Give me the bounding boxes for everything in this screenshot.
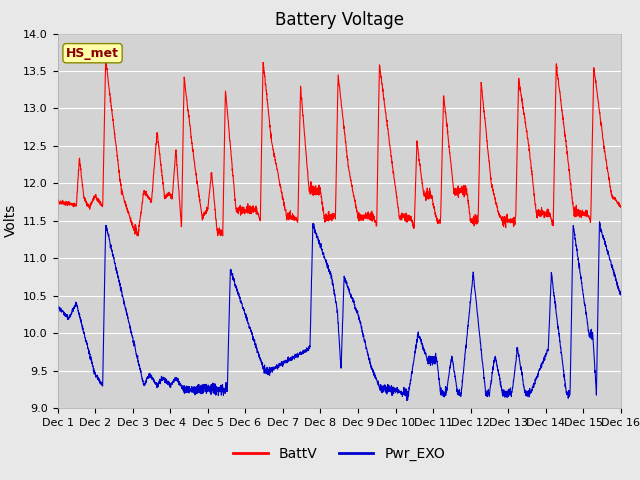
BattV xyxy=(102,59,110,64)
Pwr_EXO xyxy=(617,292,625,298)
BattV xyxy=(133,233,141,239)
BattV xyxy=(606,184,614,190)
Pwr_EXO xyxy=(118,289,125,295)
BattV xyxy=(270,150,278,156)
BattV xyxy=(118,192,126,197)
Pwr_EXO xyxy=(606,258,614,264)
Y-axis label: Volts: Volts xyxy=(4,204,17,238)
Pwr_EXO xyxy=(596,219,604,225)
BattV xyxy=(152,146,159,152)
Legend: BattV, Pwr_EXO: BattV, Pwr_EXO xyxy=(228,441,451,467)
Pwr_EXO xyxy=(269,364,277,370)
BattV xyxy=(54,200,61,205)
Line: BattV: BattV xyxy=(58,61,621,236)
Pwr_EXO xyxy=(54,306,61,312)
Pwr_EXO xyxy=(403,397,411,403)
BattV xyxy=(294,195,302,201)
Line: Pwr_EXO: Pwr_EXO xyxy=(58,222,621,400)
Title: Battery Voltage: Battery Voltage xyxy=(275,11,404,29)
BattV xyxy=(617,204,625,210)
Pwr_EXO xyxy=(152,381,159,386)
Text: HS_met: HS_met xyxy=(66,47,119,60)
Pwr_EXO xyxy=(294,352,302,358)
Pwr_EXO xyxy=(545,323,553,329)
BattV xyxy=(545,213,553,219)
